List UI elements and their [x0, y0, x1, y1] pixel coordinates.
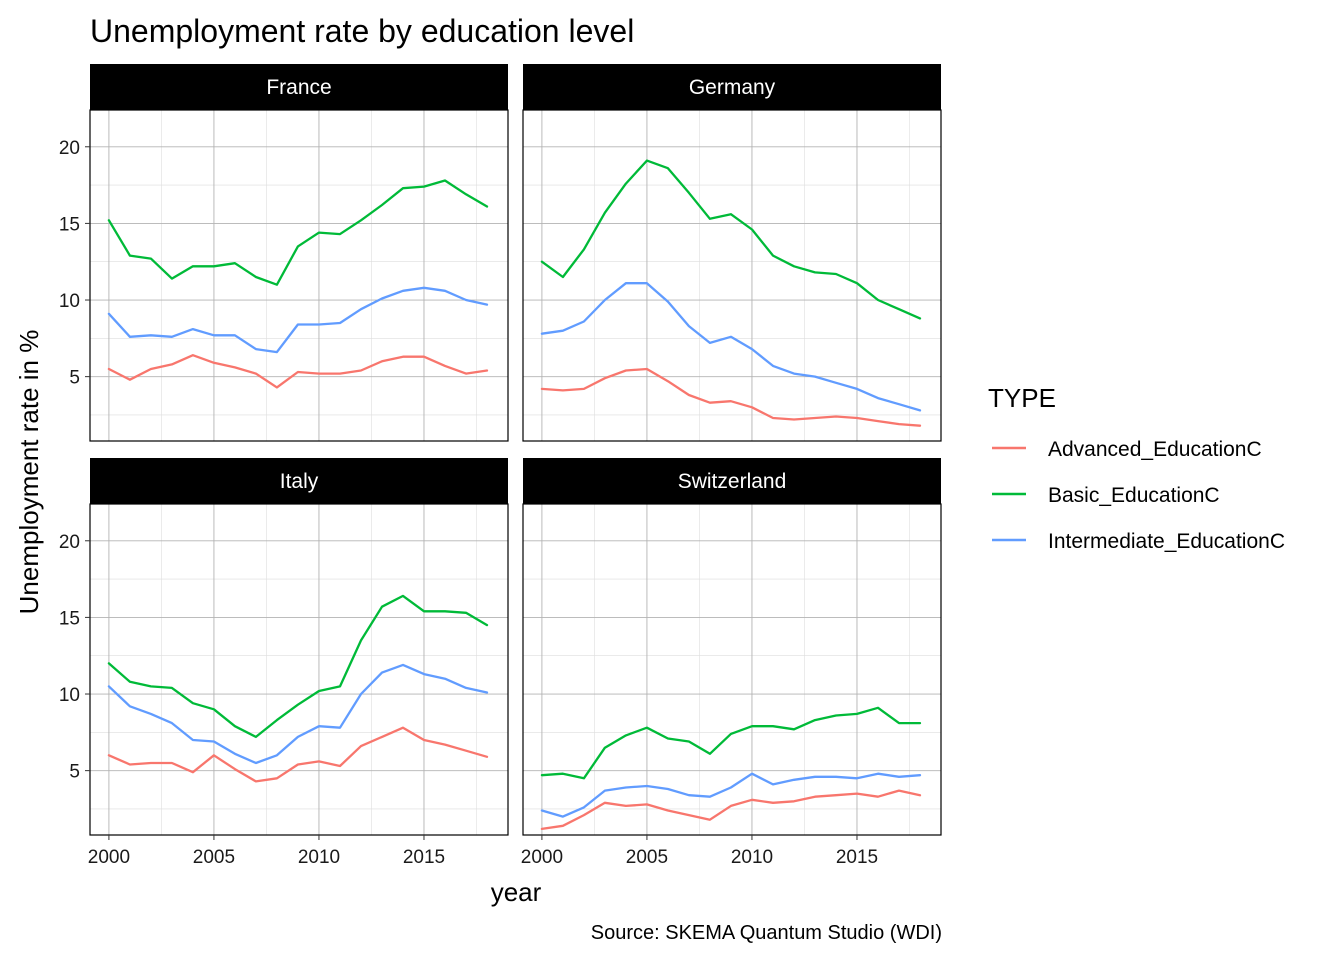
series-line-germany-advanced-educationc — [540, 367, 922, 427]
y-axis-title: Unemployment rate in % — [14, 330, 44, 615]
panel-border-switzerland — [522, 503, 942, 836]
y-tick-label: 15 — [59, 608, 80, 629]
series-line-switzerland-advanced-educationc — [540, 789, 922, 831]
legend-entry-advanced-educationc: Advanced_EducationC — [992, 438, 1262, 461]
y-tick-label: 20 — [59, 138, 80, 159]
y-tick-label: 10 — [59, 291, 80, 312]
legend: TYPE Advanced_EducationC Basic_EducationC… — [988, 383, 1285, 553]
x-tick-label: 2015 — [836, 847, 878, 868]
y-tick-label: 5 — [69, 762, 80, 783]
strip-switzerland — [523, 458, 941, 504]
series-line-italy-advanced-educationc — [107, 726, 489, 783]
panel-border-italy — [89, 503, 509, 836]
series-line-switzerland-intermediate-educationc — [540, 772, 922, 818]
strip-germany — [523, 64, 941, 110]
legend-entry-basic-educationc: Basic_EducationC — [992, 484, 1220, 507]
facet-france: France 5 10 15 20 — [59, 64, 509, 442]
x-axis-title: year — [491, 877, 542, 907]
x-tick-label: 2000 — [88, 847, 130, 868]
series-line-italy-basic-educationc — [107, 594, 489, 739]
chart-title: Unemployment rate by education level — [90, 13, 634, 49]
strip-italy — [90, 458, 508, 504]
strip-label-france: France — [266, 76, 331, 99]
x-tick-label: 2000 — [521, 847, 563, 868]
facet-switzerland: Switzerland 2000 2005 2010 2015 — [521, 458, 942, 868]
x-tick-label: 2005 — [626, 847, 668, 868]
facet-italy: Italy 5 10 15 20 2000 2005 2010 2015 — [59, 458, 509, 868]
strip-label-germany: Germany — [689, 76, 776, 99]
legend-label-intermediate-educationc: Intermediate_EducationC — [1048, 530, 1285, 553]
chart-caption: Source: SKEMA Quantum Studio (WDI) — [591, 922, 942, 944]
y-tick-label: 10 — [59, 685, 80, 706]
x-tick-label: 2010 — [731, 847, 773, 868]
legend-label-advanced-educationc: Advanced_EducationC — [1048, 438, 1262, 461]
facet-panels: France 5 10 15 20 Germany Italy 5 10 15 20 2000 2005… — [59, 64, 942, 868]
series-line-france-advanced-educationc — [107, 354, 489, 389]
x-tick-label: 2010 — [298, 847, 340, 868]
x-tick-label: 2015 — [403, 847, 445, 868]
series-line-france-intermediate-educationc — [107, 286, 489, 354]
facet-germany: Germany — [522, 64, 942, 442]
legend-label-basic-educationc: Basic_EducationC — [1048, 484, 1220, 507]
series-line-italy-intermediate-educationc — [107, 663, 489, 765]
legend-entry-intermediate-educationc: Intermediate_EducationC — [992, 530, 1285, 553]
x-tick-label: 2005 — [193, 847, 235, 868]
panel-border-germany — [522, 109, 942, 442]
legend-entries: Advanced_EducationC Basic_EducationC Inter… — [992, 438, 1285, 553]
panel-border-france — [89, 109, 509, 442]
y-tick-label: 5 — [69, 368, 80, 389]
y-tick-label: 20 — [59, 532, 80, 553]
series-line-switzerland-basic-educationc — [540, 706, 922, 780]
legend-title: TYPE — [988, 383, 1056, 413]
strip-label-italy: Italy — [280, 470, 319, 493]
y-tick-label: 15 — [59, 214, 80, 235]
strip-france — [90, 64, 508, 110]
series-line-germany-intermediate-educationc — [540, 282, 922, 412]
strip-label-switzerland: Switzerland — [678, 470, 787, 493]
series-line-germany-basic-educationc — [540, 159, 922, 320]
series-line-france-basic-educationc — [107, 179, 489, 286]
